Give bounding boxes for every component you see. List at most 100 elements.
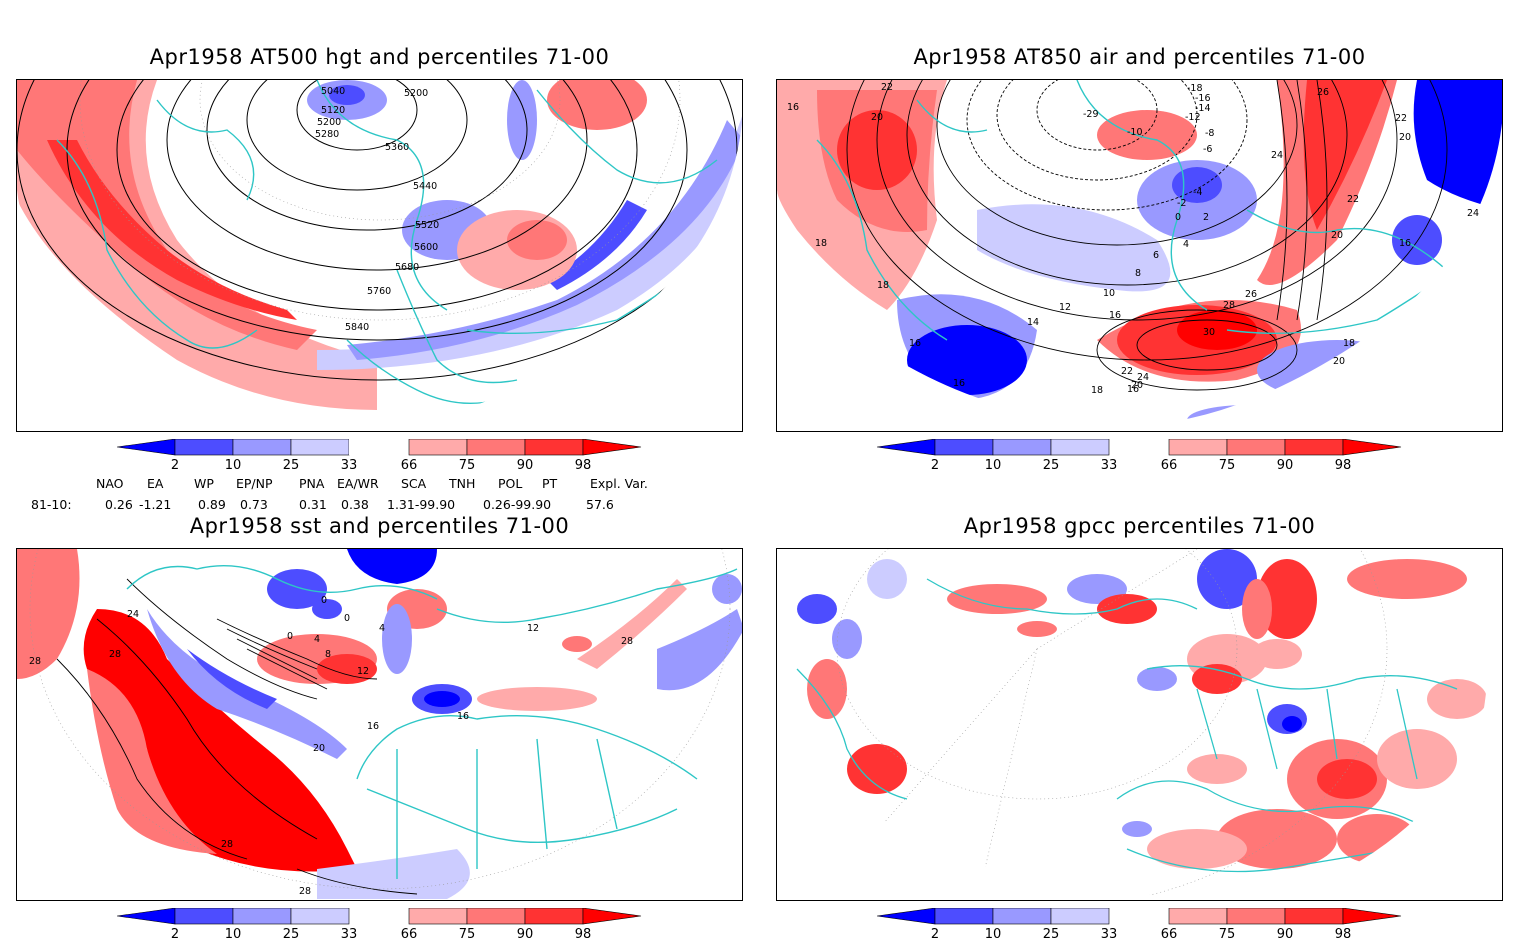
contour-label: 16 xyxy=(909,338,921,349)
contour-label: 5440 xyxy=(413,181,437,192)
colorbar-svg xyxy=(116,438,642,456)
contour-label: 5040 xyxy=(321,86,345,97)
colorbar-label: 75 xyxy=(1218,458,1236,473)
at850-contour-labels: 22 20 16 18 18 16 16 -29 -10 -18 -16 -14… xyxy=(787,82,1479,396)
map-at850-svg: 22 20 16 18 18 16 16 -29 -10 -18 -16 -14… xyxy=(777,80,1502,425)
index-header: TNH xyxy=(449,476,476,491)
colorbar-label: 25 xyxy=(282,458,300,473)
contour-label: 6 xyxy=(1153,250,1159,261)
contour-label: 0 xyxy=(287,631,293,642)
colorbar-label: 25 xyxy=(1042,458,1060,473)
colorbar-top-right: 2 10 25 33 66 75 90 98 xyxy=(876,438,1417,473)
panel-title-at500: Apr1958 AT500 hgt and percentiles 71-00 xyxy=(149,45,610,69)
contour-label: 28 xyxy=(621,636,633,647)
contour-label: 26 xyxy=(1317,87,1329,98)
contour-label: 0 xyxy=(1175,212,1181,223)
contour-label: 5680 xyxy=(395,262,419,273)
contour-label: 20 xyxy=(871,112,883,123)
contour-label: 22 xyxy=(1347,194,1359,205)
contour-label: -2 xyxy=(1177,198,1186,209)
colorbar-label: 66 xyxy=(400,927,418,942)
colorbar-label: 90 xyxy=(516,458,534,473)
contour-label: 5120 xyxy=(321,105,345,116)
contour-label: 16 xyxy=(1399,238,1411,249)
contour-label: 22 xyxy=(1395,113,1407,124)
contour-label: 16 xyxy=(787,102,799,113)
contour-label: 20 xyxy=(1333,356,1345,367)
colorbar-label: 98 xyxy=(1334,458,1352,473)
index-value: 0.26-99.90 xyxy=(483,497,552,512)
contour-label: 28 xyxy=(109,649,121,660)
colorbar-label: 75 xyxy=(1218,927,1236,942)
map-panel-sst: 28 28 24 0 0 0 4 4 8 12 16 16 20 28 28 1… xyxy=(16,548,743,901)
index-header: Expl. Var. xyxy=(590,476,648,491)
contour-label: 24 xyxy=(127,609,139,620)
colorbar-label: 98 xyxy=(574,458,592,473)
contour-label: -29 xyxy=(1083,109,1099,120)
contour-label: 5200 xyxy=(404,88,428,99)
contour-label: 5840 xyxy=(345,322,369,333)
contour-label: 0 xyxy=(321,595,327,606)
contour-label: 24 xyxy=(1467,208,1479,219)
contour-label: 20 xyxy=(1131,380,1143,391)
contour-label: 5200 xyxy=(317,117,341,128)
colorbar-label: 33 xyxy=(340,927,358,942)
contour-label: 16 xyxy=(457,711,469,722)
contour-label: -4 xyxy=(1193,187,1202,198)
contour-label: 28 xyxy=(299,886,311,897)
index-value: 0.38 xyxy=(341,497,369,512)
colorbar-label: 10 xyxy=(224,458,242,473)
panel-title-at850: Apr1958 AT850 air and percentiles 71-00 xyxy=(913,45,1366,69)
colorbar-label: 10 xyxy=(224,927,242,942)
colorbar-label: 66 xyxy=(1160,927,1178,942)
index-value: 0.26 xyxy=(105,497,133,512)
index-header: SCA xyxy=(401,476,427,491)
contour-label: 26 xyxy=(1245,289,1257,300)
contour-label: 16 xyxy=(953,378,965,389)
contour-label: -14 xyxy=(1195,103,1211,114)
index-row-label: 81-10: xyxy=(31,497,72,512)
contour-label: 16 xyxy=(367,721,379,732)
contour-label: 18 xyxy=(877,280,889,291)
contour-label: 16 xyxy=(1127,384,1139,395)
contour-label: 14 xyxy=(1027,317,1039,328)
sst-contour-labels: 28 28 24 0 0 0 4 4 8 12 16 16 20 28 28 1… xyxy=(29,595,633,897)
contour-label: 28 xyxy=(221,839,233,850)
contour-label: 5760 xyxy=(367,286,391,297)
contour-label: 20 xyxy=(1331,230,1343,241)
index-header: PT xyxy=(542,476,558,491)
index-value: 0.73 xyxy=(240,497,268,512)
colorbar-label: 33 xyxy=(340,458,358,473)
index-value: 1.31-99.90 xyxy=(387,497,456,512)
colorbar-label: 25 xyxy=(1042,927,1060,942)
contour-label: 10 xyxy=(1103,288,1115,299)
panel-title-gpcc: Apr1958 gpcc percentiles 71-00 xyxy=(963,514,1316,538)
contour-label: 2 xyxy=(1203,212,1209,223)
map-sst-svg: 28 28 24 0 0 0 4 4 8 12 16 16 20 28 28 1… xyxy=(17,549,742,900)
colorbar-label: 2 xyxy=(170,458,180,473)
contour-label: -16 xyxy=(1195,93,1211,104)
index-value: 0.31 xyxy=(299,497,327,512)
colorbar-label: 10 xyxy=(984,458,1002,473)
contour-label: 0 xyxy=(344,613,350,624)
map-panel-gpcc xyxy=(776,548,1503,901)
colorbar-svg xyxy=(876,438,1402,456)
contour-label: 4 xyxy=(379,623,385,634)
contour-label: 12 xyxy=(357,666,369,677)
colorbar-label: 2 xyxy=(170,927,180,942)
contour-label: 24 xyxy=(1271,150,1283,161)
contour-label: 5520 xyxy=(415,220,439,231)
contour-label: 12 xyxy=(527,623,539,634)
contour-label: 12 xyxy=(1059,302,1071,313)
colorbar-label: 90 xyxy=(1276,927,1294,942)
colorbar-label: 66 xyxy=(400,458,418,473)
map-panel-at500: 5040 5120 5200 5280 5200 5360 5440 5520 … xyxy=(16,79,743,432)
index-header: EA xyxy=(147,476,164,491)
contour-label: 22 xyxy=(1121,366,1133,377)
colorbar-label: 25 xyxy=(282,927,300,942)
contour-label: 22 xyxy=(881,82,893,93)
contour-label: 18 xyxy=(1343,338,1355,349)
contour-label: 20 xyxy=(1399,132,1411,143)
index-header: PNA xyxy=(299,476,325,491)
colorbar-svg xyxy=(876,907,1402,925)
